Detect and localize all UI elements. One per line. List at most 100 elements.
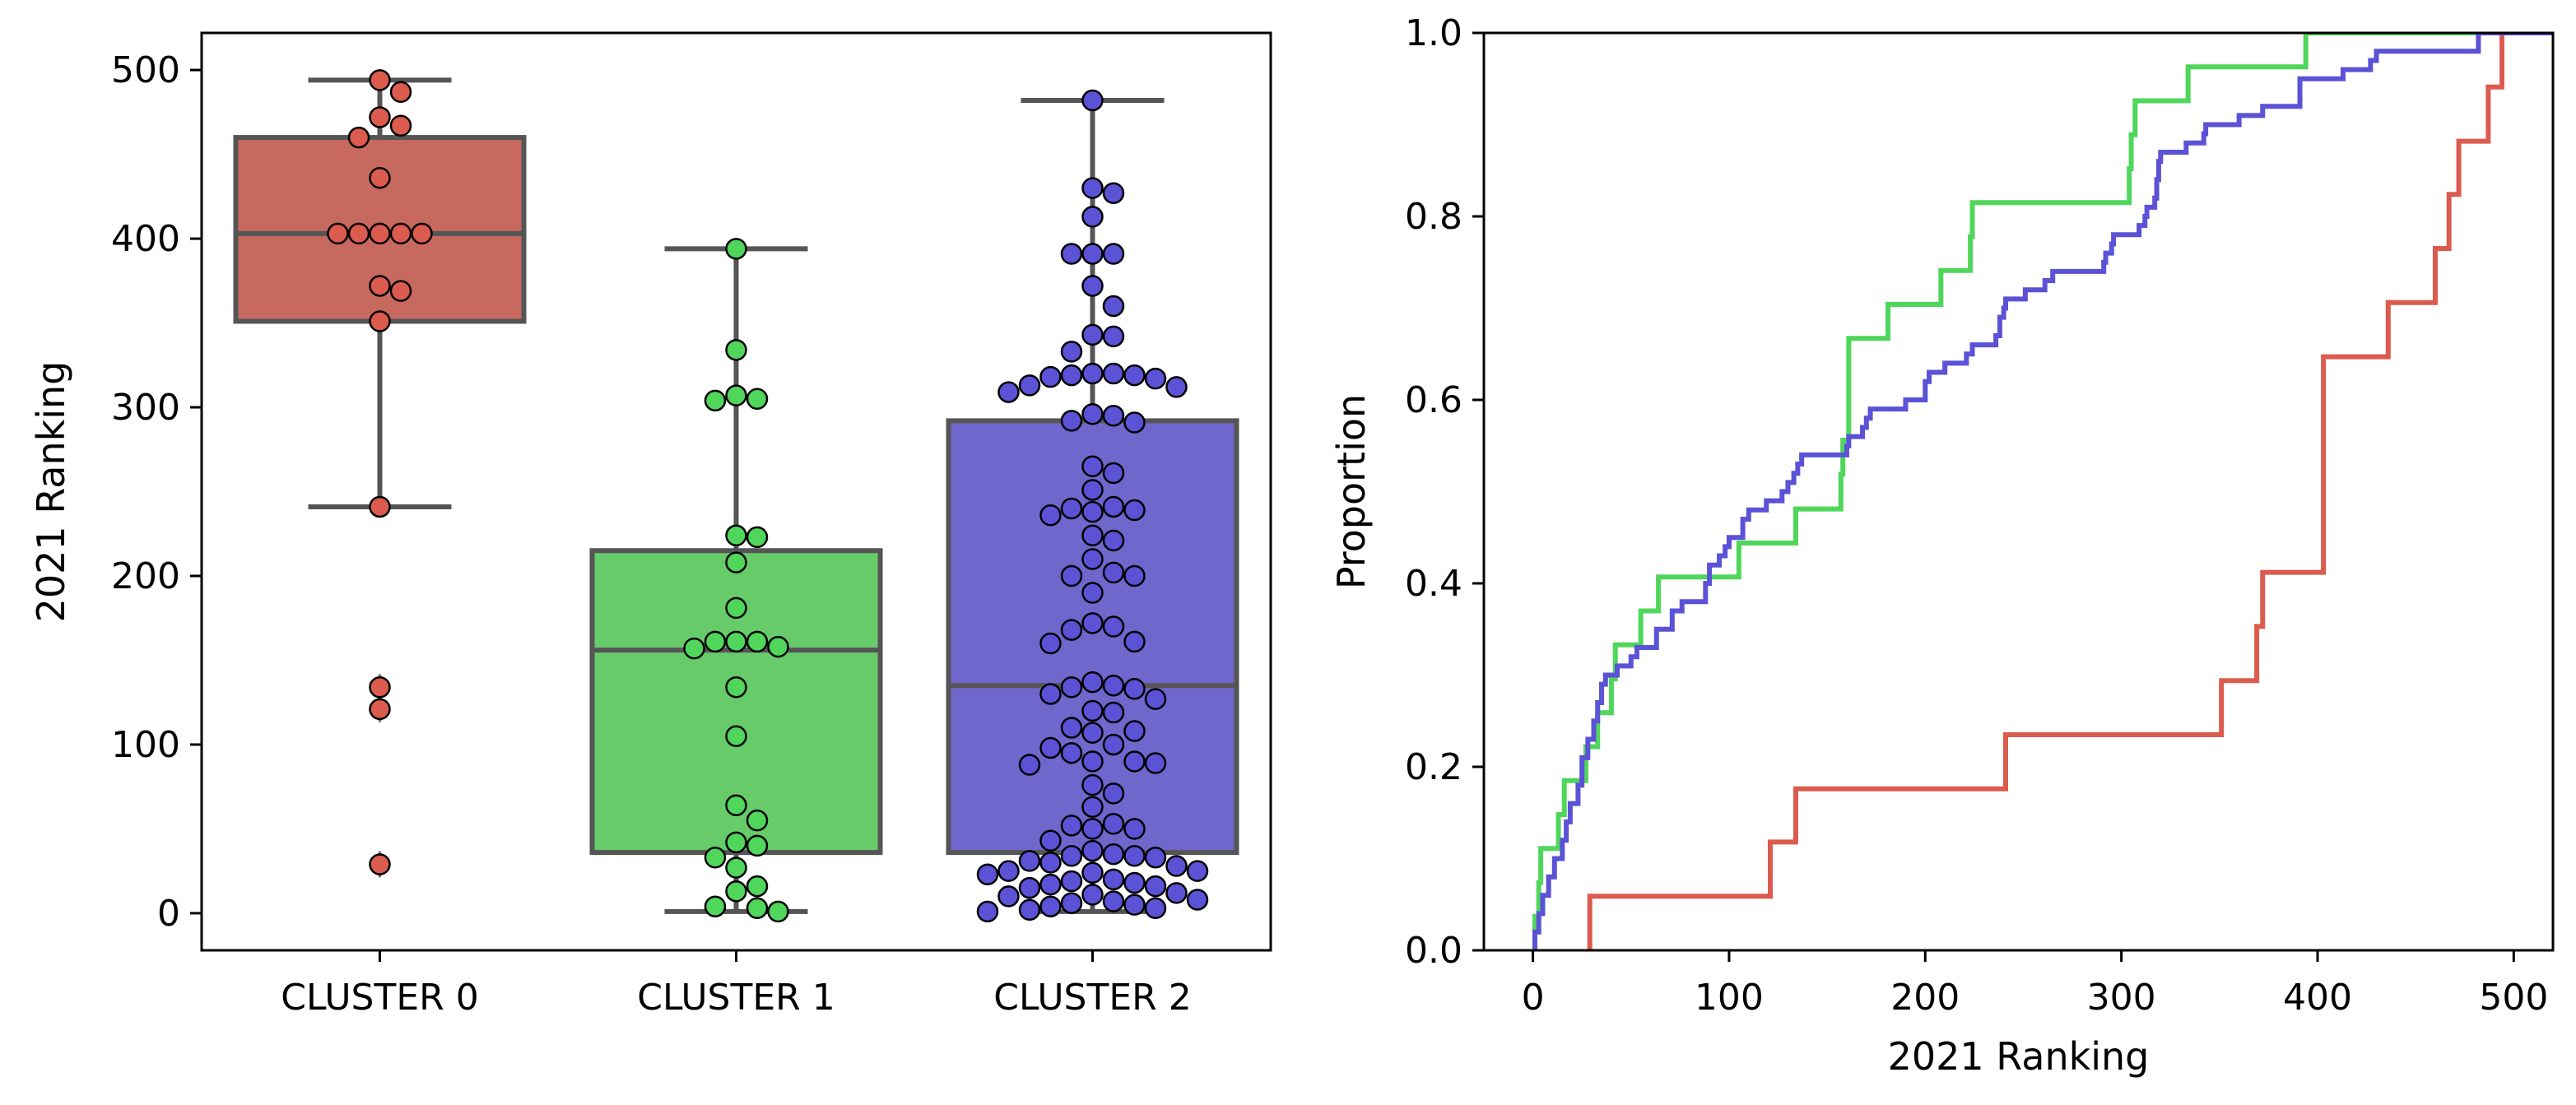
data-point — [1018, 876, 1041, 899]
data-point — [704, 630, 727, 653]
data-point — [1081, 323, 1104, 346]
y-tick-label: 400 — [111, 218, 180, 260]
data-point — [1018, 754, 1041, 776]
ecdf-series-line — [1532, 33, 2553, 950]
data-point — [369, 69, 391, 91]
data-point — [1081, 818, 1104, 840]
data-point — [1060, 815, 1083, 837]
data-point — [1102, 890, 1125, 912]
y-tick-label: 200 — [111, 555, 180, 597]
data-point — [1144, 367, 1167, 390]
data-point — [1018, 898, 1041, 922]
data-point — [369, 275, 391, 297]
x-tick-label: 300 — [2087, 977, 2156, 1019]
x-tick-label: CLUSTER 2 — [993, 977, 1191, 1019]
data-point — [1144, 875, 1167, 898]
data-point — [1081, 500, 1104, 523]
data-point — [1102, 405, 1125, 427]
data-point — [997, 860, 1020, 882]
data-point — [1060, 870, 1083, 893]
data-point — [1123, 720, 1146, 742]
ecdf-lines — [1532, 33, 2553, 950]
data-point — [997, 885, 1020, 908]
data-point — [1081, 796, 1104, 819]
data-point — [1081, 455, 1104, 478]
data-point — [725, 831, 747, 854]
data-point — [1102, 674, 1125, 697]
data-point — [1102, 295, 1125, 318]
data-point — [369, 222, 391, 245]
data-point — [1081, 671, 1104, 694]
data-point — [725, 676, 747, 699]
data-point — [704, 389, 727, 412]
data-point — [1144, 847, 1167, 869]
data-point — [1039, 683, 1062, 705]
data-point — [1102, 462, 1125, 485]
data-point — [1123, 411, 1146, 434]
data-point — [1165, 376, 1188, 398]
data-point — [1081, 206, 1104, 228]
x-tick-label: 0 — [1522, 977, 1545, 1019]
data-point — [1039, 852, 1062, 874]
data-point — [1039, 829, 1062, 852]
data-point — [725, 238, 747, 260]
data-point — [725, 725, 747, 747]
data-point — [1102, 529, 1125, 552]
data-point — [1123, 630, 1146, 653]
y-tick-label: 500 — [111, 49, 180, 91]
data-point — [725, 384, 747, 406]
data-point — [1060, 497, 1083, 520]
data-point — [1081, 402, 1104, 425]
data-point — [725, 597, 747, 620]
data-point — [1081, 699, 1104, 722]
data-point — [369, 495, 391, 518]
data-point — [1081, 612, 1104, 634]
data-point — [369, 310, 391, 332]
data-point — [1060, 364, 1083, 387]
data-point — [327, 222, 349, 245]
data-point — [1081, 884, 1104, 906]
data-point — [1081, 861, 1104, 884]
data-point — [1039, 632, 1062, 655]
data-point — [1123, 871, 1146, 894]
data-point — [1060, 844, 1083, 867]
data-point — [1186, 889, 1209, 911]
data-point — [1060, 892, 1083, 914]
data-point — [1081, 243, 1104, 265]
data-point — [683, 637, 705, 660]
y-tick-label: 0.6 — [1405, 379, 1462, 421]
data-point — [1102, 701, 1125, 724]
data-point — [1081, 750, 1104, 773]
y-tick-label: 0.0 — [1405, 930, 1462, 972]
data-point — [1123, 750, 1146, 773]
data-point — [1102, 362, 1125, 385]
data-point — [1123, 818, 1146, 840]
data-point — [1102, 813, 1125, 835]
x-tick-label: 200 — [1890, 977, 1960, 1019]
box-swarm-chart: 0 100 200 300 400 500 CLUSTER 0 CLUSTER 1 CLUSTE… — [29, 31, 1272, 1019]
data-point — [767, 900, 789, 923]
ecdf-series-line — [1587, 33, 2553, 950]
x-tick-label: 500 — [2479, 977, 2548, 1019]
data-point — [1081, 89, 1104, 112]
data-point — [369, 676, 391, 699]
data-point — [1081, 275, 1104, 297]
y-axis-title: 2021 Ranking — [29, 361, 73, 623]
data-point — [1018, 374, 1041, 397]
data-point — [1144, 897, 1167, 920]
y-tick-label: 0.4 — [1405, 563, 1462, 605]
data-point — [1081, 548, 1104, 570]
data-point — [1060, 564, 1083, 587]
data-point — [1123, 499, 1146, 522]
data-point — [1186, 860, 1209, 882]
y-axis-title: Proportion — [1329, 394, 1374, 589]
data-point — [976, 863, 999, 886]
data-point — [389, 222, 412, 245]
data-point — [411, 222, 433, 245]
data-point — [746, 875, 769, 898]
data-point — [1081, 582, 1104, 604]
data-point — [1039, 504, 1062, 527]
data-point — [369, 853, 391, 875]
data-point — [1102, 782, 1125, 805]
